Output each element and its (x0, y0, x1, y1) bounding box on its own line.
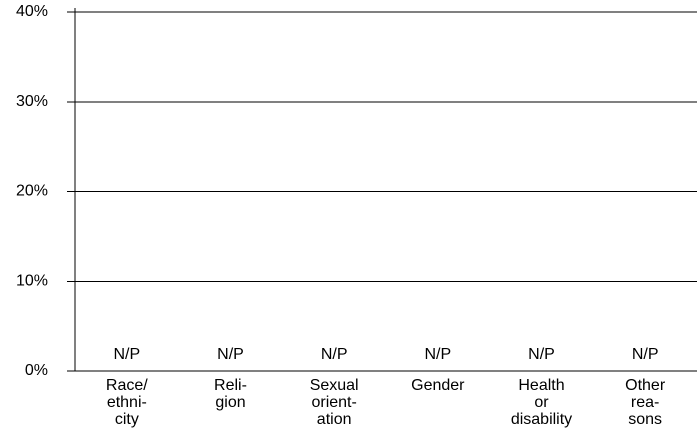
x-tick-label: Gender (411, 377, 465, 394)
x-tick-label: Reli- gion (214, 377, 247, 411)
x-tick-label: Health or disability (510, 377, 573, 428)
y-tick-label: 20% (16, 183, 48, 200)
y-tick-label: 10% (16, 272, 48, 289)
x-tick-label: Sexual orient- ation (309, 377, 359, 428)
data-label: N/P (217, 346, 244, 363)
y-tick-label: 40% (16, 3, 48, 20)
data-label: N/P (113, 346, 140, 363)
x-tick-label: Other rea- sons (625, 377, 666, 428)
y-tick-label: 30% (16, 93, 48, 110)
data-label: N/P (632, 346, 659, 363)
y-tick-label: 0% (25, 362, 48, 379)
x-tick-label: Race/ ethni- city (105, 377, 148, 428)
data-label: N/P (528, 346, 555, 363)
data-label: N/P (424, 346, 451, 363)
data-label: N/P (321, 346, 348, 363)
